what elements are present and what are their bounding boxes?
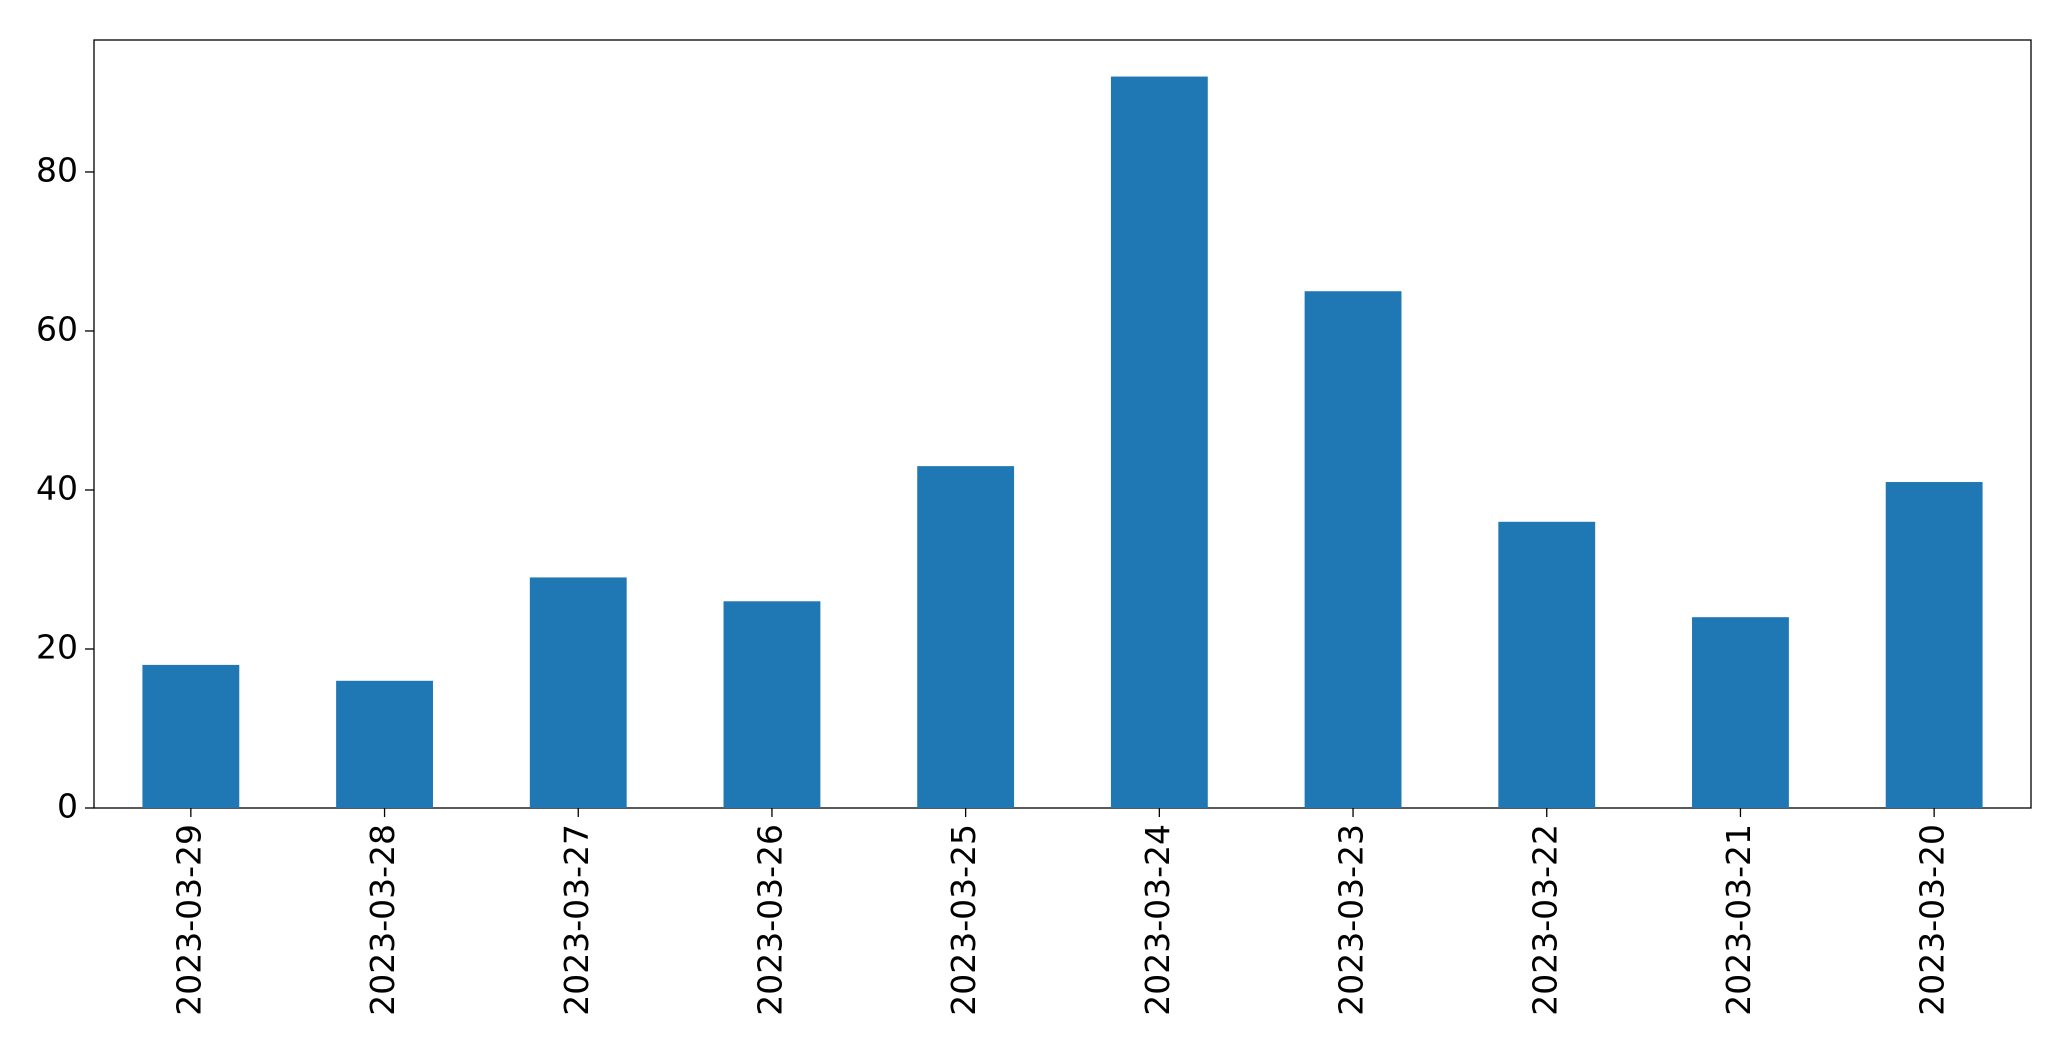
bar: [1885, 482, 1983, 808]
bar: [529, 577, 627, 808]
x-tick-label: 2023-03-28: [363, 824, 402, 1016]
x-tick-label: 2023-03-27: [557, 824, 596, 1016]
y-tick-label: 20: [36, 627, 78, 666]
bar: [723, 601, 821, 808]
y-tick-label: 0: [57, 787, 78, 826]
x-tick-label: 2023-03-24: [1138, 824, 1177, 1016]
bar: [1692, 617, 1789, 808]
x-tick-label: 2023-03-26: [750, 824, 789, 1016]
y-tick-label: 80: [36, 150, 78, 189]
bar: [917, 466, 1015, 808]
x-tick-label: 2023-03-20: [1913, 824, 1952, 1016]
x-tick-label: 2023-03-22: [1525, 824, 1564, 1016]
y-tick-label: 40: [36, 468, 78, 507]
y-tick-label: 60: [36, 309, 78, 348]
bar: [1304, 291, 1402, 808]
x-tick-label: 2023-03-21: [1719, 824, 1758, 1016]
bar: [142, 664, 240, 808]
bar: [1110, 76, 1208, 809]
x-tick-label: 2023-03-23: [1332, 824, 1371, 1016]
plot-frame: [93, 39, 2032, 809]
x-tick-label: 2023-03-29: [169, 824, 208, 1016]
x-tick-label: 2023-03-25: [944, 824, 983, 1016]
bar: [336, 680, 433, 808]
bar: [1498, 521, 1596, 808]
